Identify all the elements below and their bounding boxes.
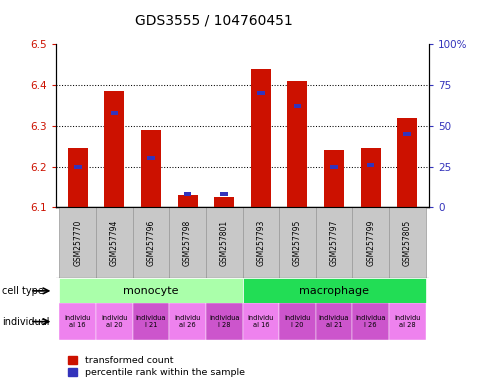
Bar <box>74 164 81 169</box>
Text: individu
al 16: individu al 16 <box>64 315 91 328</box>
Bar <box>388 207 424 278</box>
Text: macrophage: macrophage <box>299 286 368 296</box>
Bar <box>213 197 234 207</box>
Bar <box>177 195 197 207</box>
Text: GSM257805: GSM257805 <box>402 220 411 266</box>
Bar <box>315 207 351 278</box>
Text: individua
l 21: individua l 21 <box>136 315 166 328</box>
Bar <box>133 207 169 278</box>
Text: individua
l 28: individua l 28 <box>209 315 239 328</box>
Bar <box>287 81 307 207</box>
Bar <box>133 303 169 340</box>
Text: GSM257770: GSM257770 <box>73 220 82 266</box>
Bar <box>360 148 380 207</box>
Bar <box>330 164 337 169</box>
Text: GSM257796: GSM257796 <box>146 220 155 266</box>
Bar <box>169 303 206 340</box>
Bar <box>206 207 242 278</box>
Text: GSM257795: GSM257795 <box>292 220 302 266</box>
Bar <box>351 303 388 340</box>
Text: GSM257799: GSM257799 <box>365 220 374 266</box>
Text: individu
al 26: individu al 26 <box>174 315 200 328</box>
Bar <box>96 303 133 340</box>
Bar <box>278 303 315 340</box>
Bar <box>403 132 410 136</box>
Text: individual: individual <box>2 316 50 327</box>
Text: GSM257793: GSM257793 <box>256 220 265 266</box>
Bar <box>169 207 206 278</box>
Text: individu
al 20: individu al 20 <box>101 315 127 328</box>
Bar <box>293 104 301 108</box>
Text: GSM257797: GSM257797 <box>329 220 338 266</box>
Bar <box>60 278 242 303</box>
Legend: transformed count, percentile rank within the sample: transformed count, percentile rank withi… <box>68 356 244 377</box>
Bar <box>60 207 96 278</box>
Bar <box>96 207 133 278</box>
Bar <box>242 303 278 340</box>
Bar <box>242 278 424 303</box>
Text: individua
al 21: individua al 21 <box>318 315 348 328</box>
Text: cell type: cell type <box>2 286 44 296</box>
Bar <box>323 150 343 207</box>
Bar <box>68 148 88 207</box>
Bar <box>257 91 264 95</box>
Bar <box>60 303 96 340</box>
Bar <box>206 303 242 340</box>
Bar <box>315 303 351 340</box>
Bar <box>147 156 154 161</box>
Text: GSM257798: GSM257798 <box>182 220 192 266</box>
Text: GSM257801: GSM257801 <box>219 220 228 266</box>
Text: individua
l 26: individua l 26 <box>355 315 385 328</box>
Text: individu
l 20: individu l 20 <box>284 315 310 328</box>
Text: monocyte: monocyte <box>123 286 178 296</box>
Bar <box>278 207 315 278</box>
Bar <box>396 118 416 207</box>
Bar <box>141 130 161 207</box>
Text: GSM257794: GSM257794 <box>110 220 119 266</box>
Bar <box>388 303 424 340</box>
Bar <box>250 69 271 207</box>
Bar <box>220 192 227 196</box>
Bar <box>242 207 278 278</box>
Text: individu
al 28: individu al 28 <box>393 315 420 328</box>
Text: individu
al 16: individu al 16 <box>247 315 273 328</box>
Bar <box>104 91 124 207</box>
Bar <box>366 163 374 167</box>
Bar <box>351 207 388 278</box>
Bar <box>110 111 118 115</box>
Bar <box>183 192 191 196</box>
Text: GDS3555 / 104760451: GDS3555 / 104760451 <box>134 13 292 27</box>
